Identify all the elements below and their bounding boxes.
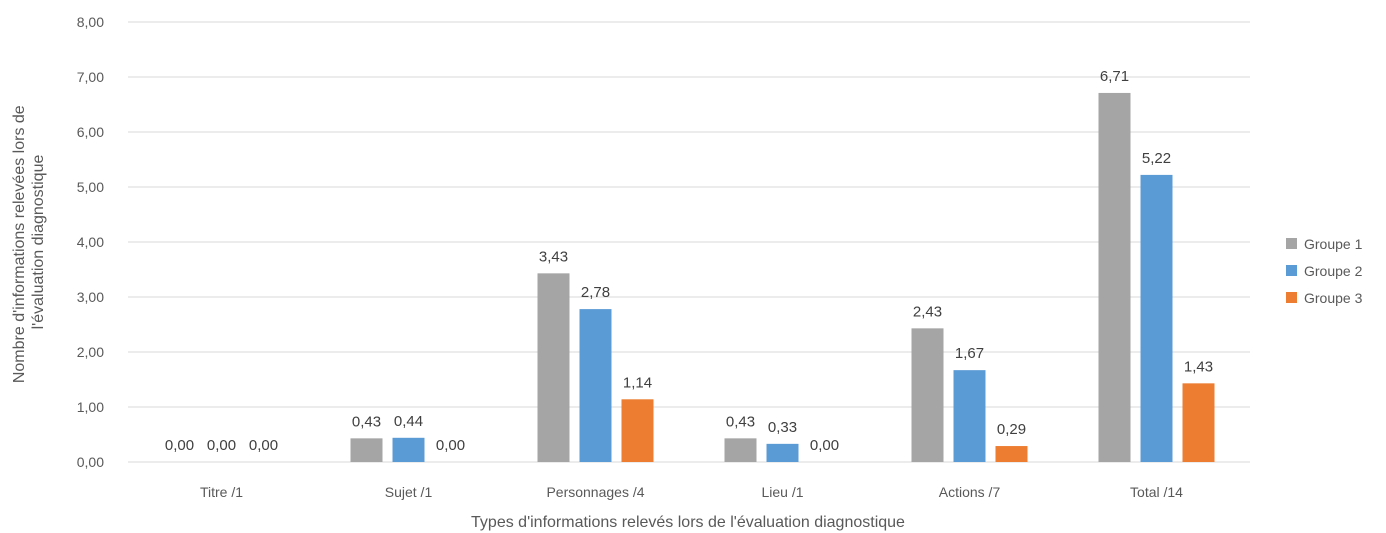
y-tick-label: 5,00 [77,179,104,195]
legend-swatch [1286,265,1297,276]
bar-groupe-2 [953,370,986,462]
data-label: 0,00 [810,437,839,454]
bar-groupe-3 [1182,383,1215,462]
y-tick-label: 2,00 [77,344,104,360]
bar-groupe-3 [621,399,654,462]
y-tick-label: 7,00 [77,69,104,85]
data-label: 1,67 [955,345,984,362]
data-label: 0,33 [768,419,797,436]
data-label: 2,78 [581,284,610,301]
bar-groupe-2 [392,437,425,462]
data-label: 6,71 [1100,68,1129,85]
legend-label: Groupe 1 [1304,236,1363,252]
bar-groupe-1 [911,328,944,462]
y-tick-label: 1,00 [77,399,104,415]
x-tick-label: Personnages /4 [546,484,644,500]
data-label: 3,43 [539,248,568,265]
y-tick-label: 8,00 [77,14,104,30]
legend-swatch [1286,238,1297,249]
legend: Groupe 1 Groupe 2 Groupe 3 [1286,236,1363,306]
y-tick-label: 3,00 [77,289,104,305]
x-tick-label: Lieu /1 [761,484,803,500]
gridlines [128,21,1250,463]
bar-groupe-2 [1140,174,1173,462]
data-label: 0,00 [436,437,465,454]
x-axis-title: Types d'informations relevés lors de l'é… [471,514,905,531]
data-label: 1,14 [623,374,652,391]
x-axis-ticks: Titre /1 Sujet /1 Personnages /4 Lieu /1 Act… [200,484,1183,500]
bars [350,92,1215,462]
data-label: 0,29 [997,421,1026,438]
data-label: 0,00 [249,437,278,454]
data-label: 0,43 [726,413,755,430]
y-axis-title: Nombre d'informations relevées lors de l… [11,101,47,383]
data-label: 0,43 [352,413,381,430]
bar-groupe-1 [724,438,757,462]
bar-groupe-1 [537,273,570,462]
data-label: 2,43 [913,303,942,320]
y-tick-label: 0,00 [77,454,104,470]
y-axis-ticks: 0,00 1,00 2,00 3,00 4,00 5,00 6,00 7,00 8,00 [77,14,104,470]
bar-groupe-2 [766,443,799,462]
x-tick-label: Actions /7 [939,484,1001,500]
bar-groupe-3 [995,446,1028,462]
data-label: 5,22 [1142,150,1171,167]
x-tick-label: Sujet /1 [385,484,433,500]
legend-label: Groupe 2 [1304,263,1363,279]
y-axis-title-line-1: Nombre d'informations relevées lors de [11,105,28,383]
data-label: 0,00 [165,437,194,454]
y-axis-title-line-2: l'évaluation diagnostique [30,155,47,330]
x-tick-label: Total /14 [1130,484,1183,500]
data-label: 0,44 [394,413,423,430]
bar-groupe-1 [350,438,383,462]
data-label: 0,00 [207,437,236,454]
legend-swatch [1286,292,1297,303]
data-label: 1,43 [1184,358,1213,375]
bar-groupe-1 [1098,92,1131,462]
bar-groupe-2 [579,309,612,462]
data-labels: 0,00 0,00 0,00 0,43 0,44 0,00 3,43 2,78 1,14 0,43… [165,68,1213,454]
x-tick-label: Titre /1 [200,484,243,500]
y-tick-label: 6,00 [77,124,104,140]
y-tick-label: 4,00 [77,234,104,250]
legend-label: Groupe 3 [1304,290,1363,306]
